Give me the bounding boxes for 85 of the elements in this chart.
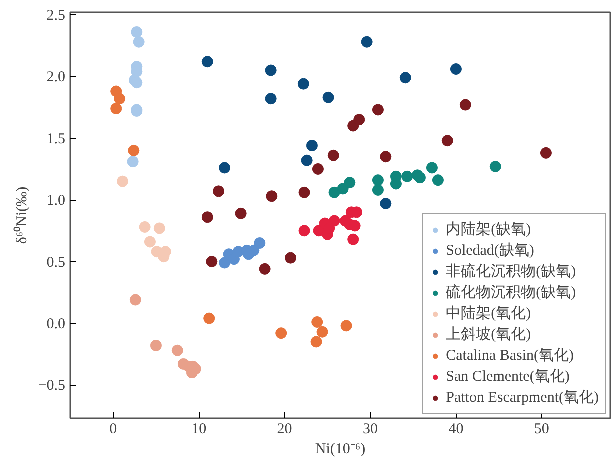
point [312, 163, 324, 175]
point [372, 184, 384, 196]
x-tick-label: 40 [448, 422, 464, 438]
point [316, 326, 328, 338]
legend-label: 非硫化沉积物(缺氧) [446, 262, 576, 281]
point [133, 36, 145, 48]
legend-label: Soledad(缺氧) [446, 242, 534, 260]
point [131, 77, 143, 89]
point [285, 252, 297, 264]
y-tick-label: 2.0 [46, 70, 66, 86]
point [442, 135, 454, 147]
point [540, 147, 552, 159]
point [402, 170, 414, 182]
point [130, 294, 142, 306]
point [154, 222, 166, 234]
point [450, 64, 462, 76]
point [298, 186, 310, 198]
point [337, 183, 349, 195]
point [328, 186, 340, 198]
point [361, 36, 373, 48]
point [426, 162, 438, 174]
point [235, 208, 247, 220]
x-tick-label: 0 [110, 422, 118, 438]
point [400, 72, 412, 84]
point [490, 161, 502, 172]
point [312, 316, 324, 328]
point [204, 312, 216, 324]
legend-label: Patton Escarpment(氧化) [446, 389, 599, 407]
point [372, 104, 384, 116]
point [131, 26, 143, 38]
point [128, 144, 140, 156]
point [202, 212, 214, 224]
legend-label: 上斜坡(氧化) [446, 326, 532, 344]
x-tick-label: 50 [534, 422, 550, 438]
point [298, 225, 310, 237]
point [310, 336, 322, 348]
point [460, 99, 472, 111]
legend-label: Catalina Basin(氧化) [446, 347, 574, 365]
y-tick-label: 2.5 [46, 8, 66, 24]
point [344, 177, 356, 189]
point [276, 328, 288, 340]
y-tick-label: 0.0 [46, 316, 66, 332]
point [206, 256, 218, 268]
point [322, 92, 334, 104]
point [380, 198, 392, 210]
x-tick-label: 20 [277, 422, 292, 438]
point [266, 190, 278, 202]
point [354, 114, 366, 126]
y-tick-label: −0.5 [38, 378, 66, 394]
y-tick-label: 1.0 [46, 193, 66, 210]
y-tick-label: 1.5 [46, 131, 66, 148]
legend-label: San Clemente(氧化) [446, 368, 570, 386]
point [117, 176, 129, 188]
point [265, 64, 277, 76]
legend-label: 内陆架(缺氧) [446, 220, 532, 239]
point [372, 174, 384, 186]
point [259, 263, 271, 275]
point [348, 234, 360, 246]
point [298, 78, 310, 90]
x-axis-title: Ni(10⁻⁶) [315, 442, 366, 458]
point [110, 103, 122, 114]
point [340, 320, 352, 332]
point [254, 238, 266, 250]
y-tick-label: 0.5 [46, 254, 66, 271]
point [172, 344, 184, 356]
point [301, 154, 313, 166]
point [328, 150, 340, 162]
point [213, 186, 225, 198]
point [202, 56, 214, 68]
point [219, 162, 231, 174]
point [127, 156, 139, 168]
legend-label: 硫化物沉积物(缺氧) [446, 284, 576, 302]
point [380, 151, 392, 163]
point [414, 172, 426, 184]
point [144, 236, 156, 248]
point [114, 93, 126, 105]
x-tick-label: 10 [192, 422, 207, 438]
legend-label: 中陆架(氧化) [446, 304, 532, 323]
y-axis-title: δ⁶⁰Ni(‰) [13, 186, 30, 244]
point [306, 140, 318, 152]
point [139, 221, 151, 233]
x-tick-label: 30 [363, 422, 378, 438]
point [150, 340, 162, 352]
point [432, 174, 444, 186]
point [265, 93, 277, 105]
